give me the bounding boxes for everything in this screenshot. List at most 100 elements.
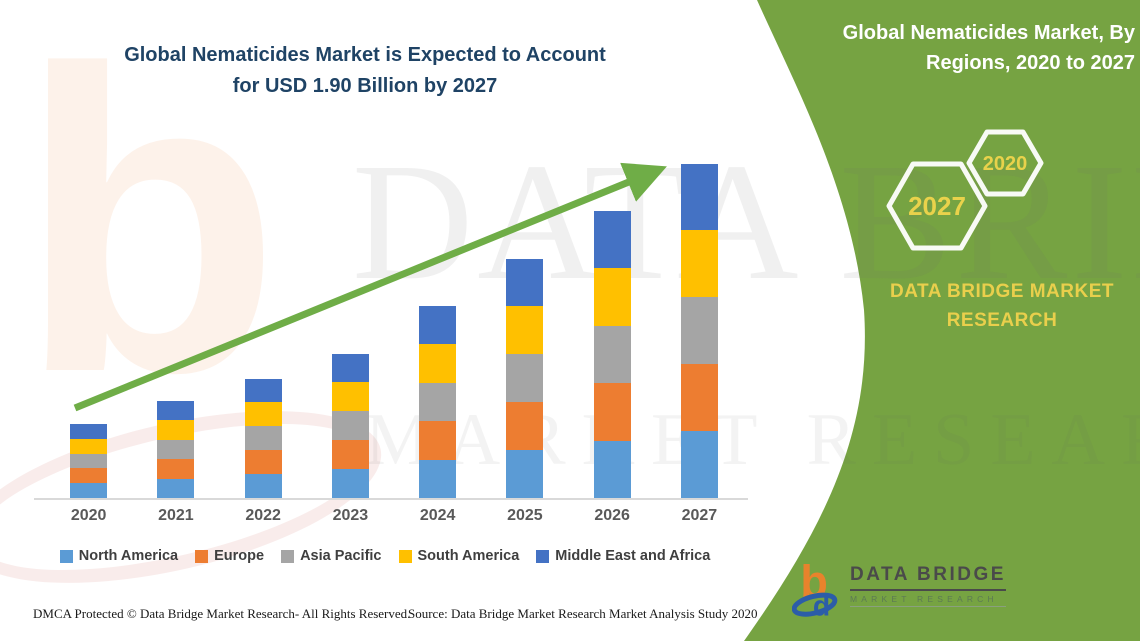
bar-segment-north-america xyxy=(593,440,631,498)
bar-segment-asia-pacific xyxy=(157,439,195,460)
logo-text-block: DATA BRIDGE MARKET RESEARCH xyxy=(850,557,1006,607)
bar-segment-asia-pacific xyxy=(419,382,457,422)
bar-segment-middle-east-and-africa xyxy=(331,353,369,383)
bar-segment-south-america xyxy=(680,230,718,298)
legend-item-south-america: South America xyxy=(398,548,520,564)
stacked-bar-2022 xyxy=(244,378,282,498)
bar-column-2020 xyxy=(45,150,132,498)
legend-label: South America xyxy=(417,548,520,564)
bar-segment-middle-east-and-africa xyxy=(157,401,195,421)
legend-label: Middle East and Africa xyxy=(555,548,711,564)
hexagon-small-label: 2020 xyxy=(983,153,1028,175)
side-panel-heading: Global Nematicides Market, By Regions, 2… xyxy=(800,18,1135,78)
bar-segment-europe xyxy=(593,383,631,441)
bar-segment-europe xyxy=(70,468,108,484)
x-axis-line xyxy=(34,498,748,500)
bar-segment-north-america xyxy=(70,483,108,498)
hexagon-large-label: 2027 xyxy=(908,191,966,221)
bar-segment-middle-east-and-africa xyxy=(244,378,282,403)
bar-segment-south-america xyxy=(419,344,457,383)
x-axis-label-2022: 2022 xyxy=(245,507,281,524)
bar-segment-europe xyxy=(419,421,457,460)
stacked-bar-2027 xyxy=(680,163,718,498)
bar-segment-asia-pacific xyxy=(331,411,369,441)
brand-text-line2: RESEARCH xyxy=(946,310,1058,331)
bar-column-2025 xyxy=(481,150,568,498)
bar-segment-asia-pacific xyxy=(70,453,108,469)
logo-d-glyph: d xyxy=(813,591,830,620)
stacked-bar-2025 xyxy=(506,258,544,498)
side-panel-heading-line2: Regions, 2020 to 2027 xyxy=(926,52,1135,74)
bar-segment-north-america xyxy=(331,469,369,498)
x-axis-label-2020: 2020 xyxy=(70,507,107,524)
brand-text: DATA BRIDGE MARKET RESEARCH xyxy=(856,277,1140,335)
bar-segment-south-america xyxy=(331,382,369,412)
stacked-bar-2020 xyxy=(70,424,108,498)
bar-segment-europe xyxy=(331,440,369,470)
chart-title-line1: Global Nematicides Market is Expected to… xyxy=(124,44,606,66)
legend-swatch xyxy=(281,549,295,563)
x-axis-label-2026: 2026 xyxy=(594,507,630,524)
logo-title: DATA BRIDGE xyxy=(850,564,1006,591)
bar-segment-europe xyxy=(244,450,282,475)
stacked-bar-2026 xyxy=(593,211,631,498)
bars xyxy=(45,150,743,498)
bar-segment-north-america xyxy=(419,459,457,498)
legend-label: Asia Pacific xyxy=(300,548,382,564)
bar-column-2021 xyxy=(132,150,219,498)
bar-segment-south-america xyxy=(244,402,282,427)
bar-segment-europe xyxy=(506,402,544,451)
legend-label: North America xyxy=(78,548,179,564)
bar-segment-north-america xyxy=(506,450,544,498)
bar-segment-north-america xyxy=(157,478,195,498)
legend-swatch xyxy=(398,549,412,563)
bar-segment-asia-pacific xyxy=(506,354,544,403)
side-panel-heading-line1: Global Nematicides Market, By xyxy=(842,22,1135,44)
x-axis-label-2024: 2024 xyxy=(419,507,456,524)
brand-text-line1: DATA BRIDGE MARKET xyxy=(890,281,1114,302)
bar-segment-north-america xyxy=(244,474,282,498)
x-axis-label-2023: 2023 xyxy=(332,507,369,524)
bar-segment-south-america xyxy=(70,438,108,454)
hexagon-small xyxy=(966,129,1044,197)
bar-segment-middle-east-and-africa xyxy=(680,163,718,231)
databridge-logo: b d DATA BRIDGE MARKET RESEARCH xyxy=(792,557,1006,619)
legend-item-north-america: North America xyxy=(59,548,179,564)
hexagon-graphic: 2027 2020 xyxy=(886,129,1044,251)
legend-item-europe: Europe xyxy=(195,548,264,564)
legend-swatch xyxy=(536,549,550,563)
stacked-bar-2021 xyxy=(157,401,195,498)
bar-segment-middle-east-and-africa xyxy=(593,211,631,269)
legend-swatch xyxy=(195,549,209,563)
bar-segment-middle-east-and-africa xyxy=(506,258,544,307)
x-labels: 2020 2021 2022 2023 2024 2025 2026 2027 xyxy=(45,507,743,525)
bar-segment-north-america xyxy=(680,431,718,498)
hexagon-large xyxy=(886,161,988,251)
x-axis-label-2027: 2027 xyxy=(681,507,718,524)
bar-column-2022 xyxy=(220,150,307,498)
bar-segment-europe xyxy=(157,459,195,479)
legend-swatch xyxy=(59,549,73,563)
x-axis-label-2021: 2021 xyxy=(158,507,194,524)
x-axis-label-2025: 2025 xyxy=(507,507,543,524)
legend-item-middle-east-and-africa: Middle East and Africa xyxy=(536,548,710,564)
bar-segment-asia-pacific xyxy=(680,297,718,365)
legend: North America Europe Asia Pacific South Ame… xyxy=(0,548,770,564)
bar-segment-south-america xyxy=(506,306,544,355)
databridge-logo-icon: b d xyxy=(792,557,838,620)
chart-title-line2: for USD 1.90 Billion by 2027 xyxy=(232,75,498,97)
bar-column-2023 xyxy=(307,150,394,498)
logo-swoosh xyxy=(792,592,838,617)
stacked-bar-2023 xyxy=(331,353,369,498)
bar-segment-europe xyxy=(680,364,718,432)
footer-source-text: Source: Data Bridge Market Research Mark… xyxy=(408,606,758,621)
bar-column-2027 xyxy=(656,150,743,498)
legend-label: Europe xyxy=(214,548,265,564)
chart-title: Global Nematicides Market is Expected to… xyxy=(55,40,675,102)
logo-subtitle: MARKET RESEARCH xyxy=(850,592,1006,607)
legend-item-asia-pacific: Asia Pacific xyxy=(281,548,382,564)
bar-segment-middle-east-and-africa xyxy=(70,424,108,439)
bar-segment-asia-pacific xyxy=(593,325,631,384)
bar-segment-asia-pacific xyxy=(244,426,282,451)
